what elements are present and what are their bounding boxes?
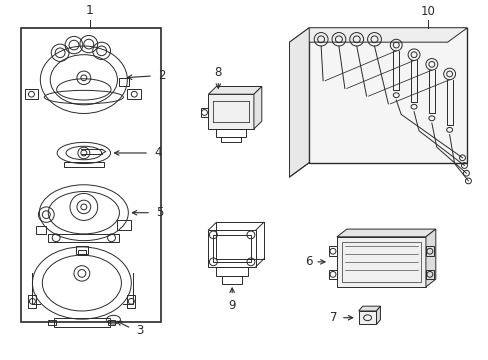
Text: 2: 2 — [158, 69, 165, 82]
Text: 4: 4 — [154, 147, 161, 159]
Polygon shape — [425, 229, 435, 287]
Text: 10: 10 — [420, 5, 434, 18]
Bar — [328, 270, 336, 279]
Polygon shape — [336, 237, 425, 287]
Bar — [425, 247, 433, 256]
Bar — [48, 234, 119, 242]
Text: 5: 5 — [156, 206, 163, 219]
Bar — [208, 230, 255, 267]
Bar — [54, 318, 109, 327]
Text: 6: 6 — [304, 255, 311, 268]
Polygon shape — [208, 94, 253, 129]
Bar — [341, 242, 420, 282]
Polygon shape — [336, 229, 435, 237]
Text: 1: 1 — [86, 4, 94, 17]
Bar — [24, 89, 38, 99]
Bar — [127, 294, 135, 308]
Text: 8: 8 — [214, 66, 222, 79]
Polygon shape — [208, 86, 261, 94]
Bar — [127, 89, 141, 99]
Polygon shape — [358, 306, 380, 311]
Polygon shape — [289, 28, 467, 42]
Bar — [78, 250, 86, 255]
Bar — [36, 226, 46, 234]
Bar — [117, 220, 131, 230]
Bar — [221, 136, 241, 142]
Polygon shape — [308, 28, 467, 163]
Bar — [425, 270, 433, 279]
Bar — [76, 247, 88, 254]
Polygon shape — [289, 28, 308, 177]
Polygon shape — [376, 306, 380, 324]
Bar — [107, 320, 115, 325]
Bar — [64, 162, 103, 167]
Bar — [20, 28, 161, 321]
Bar — [328, 247, 336, 256]
Bar — [48, 320, 56, 325]
Polygon shape — [358, 311, 376, 324]
Text: 9: 9 — [228, 300, 235, 312]
Bar — [216, 129, 245, 136]
Text: 3: 3 — [136, 324, 143, 337]
Bar — [222, 276, 242, 284]
Bar — [213, 235, 250, 262]
Text: 7: 7 — [330, 311, 337, 324]
Polygon shape — [253, 86, 261, 129]
Bar — [119, 78, 129, 86]
Bar — [216, 267, 247, 276]
Bar — [28, 294, 36, 308]
